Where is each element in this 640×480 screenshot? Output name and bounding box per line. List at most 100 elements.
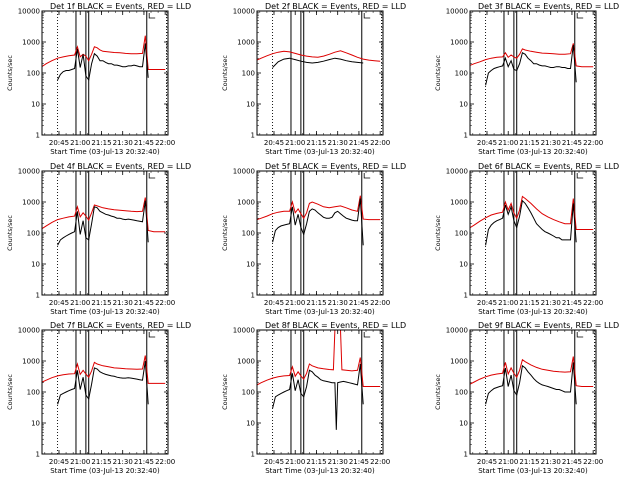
- plot-area: [257, 11, 383, 135]
- x-tick-label: 21:00: [498, 458, 518, 466]
- x-tick-label: 22:00: [155, 458, 175, 466]
- x-tick-label: 21:30: [113, 458, 133, 466]
- x-tick-label: 21:00: [70, 458, 90, 466]
- events-series-line: [57, 43, 149, 82]
- x-tick-label: 21:45: [134, 299, 154, 307]
- x-tick-label: 21:45: [349, 458, 369, 466]
- x-tick-label: 22:00: [370, 458, 390, 466]
- chart-title: Det 9f BLACK = Events, RED = LLD: [478, 321, 619, 330]
- lld-series-line: [470, 43, 594, 68]
- events-series-line: [57, 200, 149, 246]
- y-axis-label: Counts/sec: [221, 374, 229, 410]
- y-tick-label: 1000: [22, 358, 40, 366]
- x-tick-label: 21:15: [91, 458, 111, 466]
- y-tick-label: 10000: [233, 8, 255, 16]
- plot-frame: [256, 10, 384, 136]
- y-tick-label: 10: [459, 420, 468, 428]
- x-tick-label: 21:45: [562, 299, 582, 307]
- chart-panel: Det 3f BLACK = Events, RED = LLD Counts/s…: [434, 2, 619, 156]
- x-tick-label: 20:45: [49, 299, 69, 307]
- x-tick-label: 21:15: [306, 139, 326, 147]
- y-tick-label: 1000: [237, 358, 255, 366]
- x-tick-label: 21:45: [562, 139, 582, 147]
- plot-frame: [41, 329, 169, 455]
- y-axis-label: Counts/sec: [6, 55, 14, 91]
- events-series-line: [485, 362, 577, 405]
- x-tick-label: 22:00: [583, 299, 603, 307]
- chart-title: Det 8f BLACK = Events, RED = LLD: [265, 321, 406, 330]
- x-tick-label: 21:00: [285, 139, 305, 147]
- x-tick-label: 21:30: [328, 139, 348, 147]
- y-axis-label: Counts/sec: [6, 374, 14, 410]
- y-tick-label: 1: [251, 451, 255, 459]
- y-axis-label: Counts/sec: [434, 374, 442, 410]
- plot-area: [42, 11, 168, 135]
- chart-panel: Det 4f BLACK = Events, RED = LLD Counts/s…: [6, 162, 191, 316]
- y-tick-label: 1: [251, 292, 255, 300]
- y-tick-label: 10: [246, 261, 255, 269]
- x-tick-label: 21:15: [306, 299, 326, 307]
- events-series-line: [272, 198, 364, 246]
- plot-frame: [469, 10, 597, 136]
- chart-title: Det 6f BLACK = Events, RED = LLD: [478, 162, 619, 171]
- lld-series-line: [257, 195, 381, 221]
- chart-panel: Det 5f BLACK = Events, RED = LLD Counts/s…: [221, 162, 406, 316]
- y-tick-label: 100: [27, 230, 40, 238]
- y-tick-label: 100: [242, 70, 255, 78]
- x-axis-label: Start Time (03-Jul-13 20:32:40): [265, 467, 375, 475]
- x-tick-label: 21:30: [328, 299, 348, 307]
- y-tick-label: 10000: [18, 168, 40, 176]
- x-axis-label: Start Time (03-Jul-13 20:32:40): [50, 467, 160, 475]
- y-tick-label: 100: [27, 389, 40, 397]
- y-tick-label: 10000: [18, 327, 40, 335]
- y-tick-label: 100: [242, 230, 255, 238]
- plot-area: [42, 171, 168, 295]
- chart-panel: Det 2f BLACK = Events, RED = LLD Counts/s…: [221, 2, 406, 156]
- lld-series-line: [470, 195, 594, 230]
- y-tick-label: 10000: [233, 168, 255, 176]
- y-tick-label: 10: [246, 101, 255, 109]
- lld-series-line: [257, 50, 381, 62]
- y-tick-label: 1: [36, 451, 40, 459]
- y-tick-label: 1000: [450, 39, 468, 47]
- y-tick-label: 100: [455, 230, 468, 238]
- x-axis-label: Start Time (03-Jul-13 20:32:40): [478, 467, 588, 475]
- lld-series-line: [42, 197, 166, 233]
- lld-series-line: [257, 330, 381, 387]
- y-tick-label: 1000: [22, 199, 40, 207]
- x-axis-label: Start Time (03-Jul-13 20:32:40): [265, 308, 375, 316]
- y-tick-label: 1: [464, 132, 468, 140]
- events-series-line: [485, 44, 577, 86]
- y-tick-label: 10000: [233, 327, 255, 335]
- y-tick-label: 100: [455, 70, 468, 78]
- x-axis-label: Start Time (03-Jul-13 20:32:40): [265, 148, 375, 156]
- x-tick-label: 20:45: [264, 139, 284, 147]
- x-tick-label: 22:00: [583, 139, 603, 147]
- y-tick-label: 10000: [446, 327, 468, 335]
- x-tick-label: 21:30: [328, 458, 348, 466]
- bracket-mark: [148, 332, 156, 338]
- bracket-mark: [148, 173, 156, 179]
- plot-frame: [41, 10, 169, 136]
- x-axis-label: Start Time (03-Jul-13 20:32:40): [50, 308, 160, 316]
- y-axis-label: Counts/sec: [434, 215, 442, 251]
- y-tick-label: 1000: [450, 199, 468, 207]
- chart-panel: Det 7f BLACK = Events, RED = LLD Counts/s…: [6, 321, 191, 475]
- bracket-mark: [363, 173, 371, 179]
- y-axis-label: Counts/sec: [221, 215, 229, 251]
- x-tick-label: 21:15: [91, 139, 111, 147]
- y-tick-label: 10: [31, 420, 40, 428]
- x-axis-label: Start Time (03-Jul-13 20:32:40): [478, 308, 588, 316]
- events-series-line: [272, 363, 364, 430]
- x-tick-label: 21:45: [134, 458, 154, 466]
- plot-frame: [41, 170, 169, 296]
- x-tick-label: 21:30: [113, 299, 133, 307]
- bracket-mark: [576, 13, 584, 19]
- x-tick-label: 21:30: [541, 299, 561, 307]
- lld-series-line: [42, 35, 166, 70]
- x-tick-label: 20:45: [49, 458, 69, 466]
- y-tick-label: 10000: [446, 168, 468, 176]
- x-axis-label: Start Time (03-Jul-13 20:32:40): [50, 148, 160, 156]
- plot-frame: [256, 329, 384, 455]
- y-tick-label: 1: [36, 132, 40, 140]
